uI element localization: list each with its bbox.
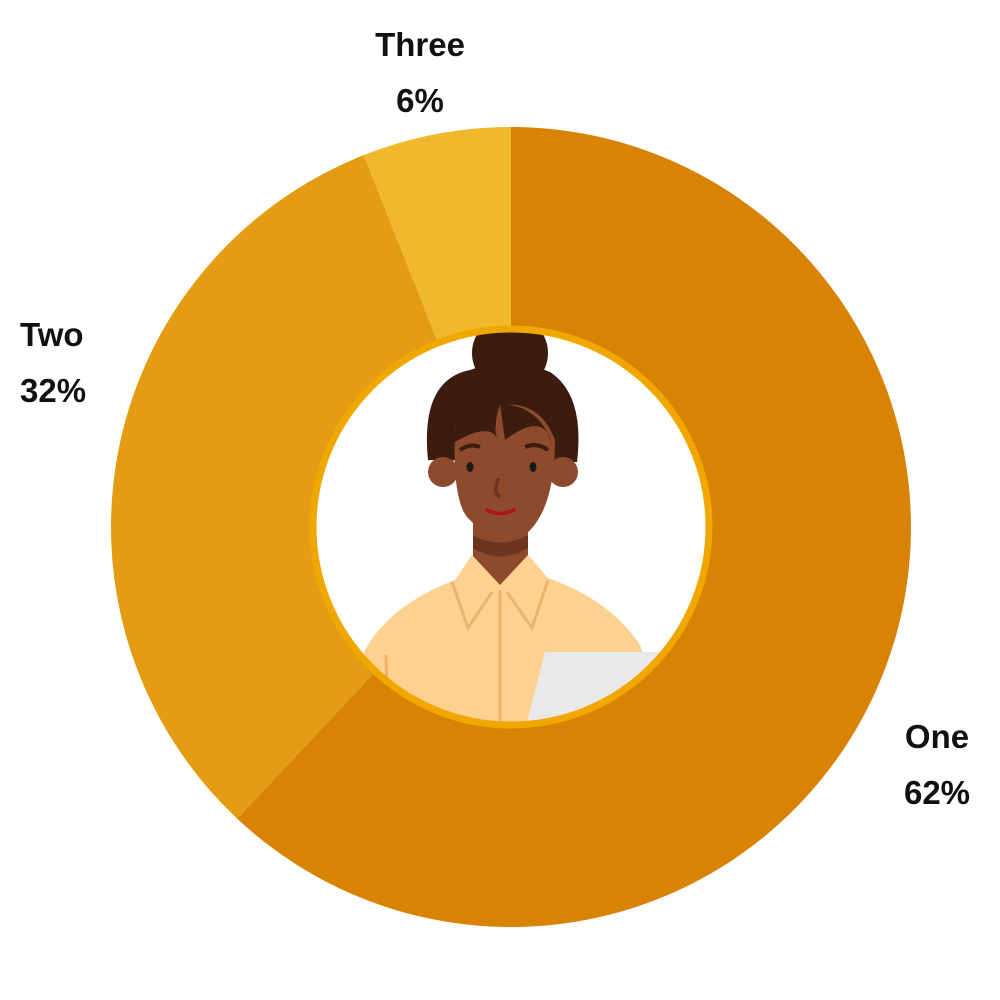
- slice-value-three: 6%: [396, 82, 444, 119]
- bangs: [450, 403, 500, 445]
- slice-label-three: Three: [375, 26, 465, 63]
- center-ring: [309, 325, 713, 729]
- eyebrow-right: [524, 443, 550, 452]
- person-illustration: [355, 331, 670, 723]
- slice-one: [237, 127, 912, 927]
- eye-right: [529, 462, 537, 472]
- mouth: [485, 508, 516, 516]
- nose: [494, 477, 501, 499]
- slice-two: [110, 155, 438, 819]
- shirt-lines: [384, 579, 550, 723]
- center-illustration: [309, 325, 713, 729]
- face: [454, 404, 555, 540]
- slice-label-two: Two: [20, 316, 84, 353]
- eye-left: [466, 462, 474, 472]
- slice-label-one: One: [905, 718, 969, 755]
- ear-right: [548, 457, 578, 487]
- slice-value-one: 62%: [904, 774, 970, 811]
- bangs-right: [500, 404, 552, 445]
- slice-three: [363, 127, 511, 342]
- ear-left: [428, 457, 458, 487]
- neck-shadow: [473, 535, 528, 557]
- eyebrow-left: [458, 443, 481, 452]
- slice-value-two: 32%: [20, 372, 86, 409]
